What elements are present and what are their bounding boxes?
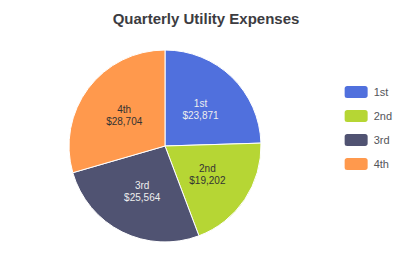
svg-text:Quarterly Utility Expenses: Quarterly Utility Expenses [113, 10, 300, 27]
svg-text:$19,202: $19,202 [189, 175, 226, 186]
svg-text:1st: 1st [194, 98, 208, 109]
svg-text:1st: 1st [374, 86, 389, 98]
svg-text:3rd: 3rd [135, 180, 149, 191]
svg-text:2nd: 2nd [199, 163, 216, 174]
svg-text:$25,564: $25,564 [124, 192, 161, 203]
svg-text:3rd: 3rd [374, 134, 390, 146]
svg-text:4th: 4th [117, 104, 131, 115]
svg-text:4th: 4th [374, 158, 389, 170]
svg-text:$23,871: $23,871 [182, 110, 219, 121]
svg-text:2nd: 2nd [374, 110, 392, 122]
svg-text:$28,704: $28,704 [106, 116, 143, 127]
